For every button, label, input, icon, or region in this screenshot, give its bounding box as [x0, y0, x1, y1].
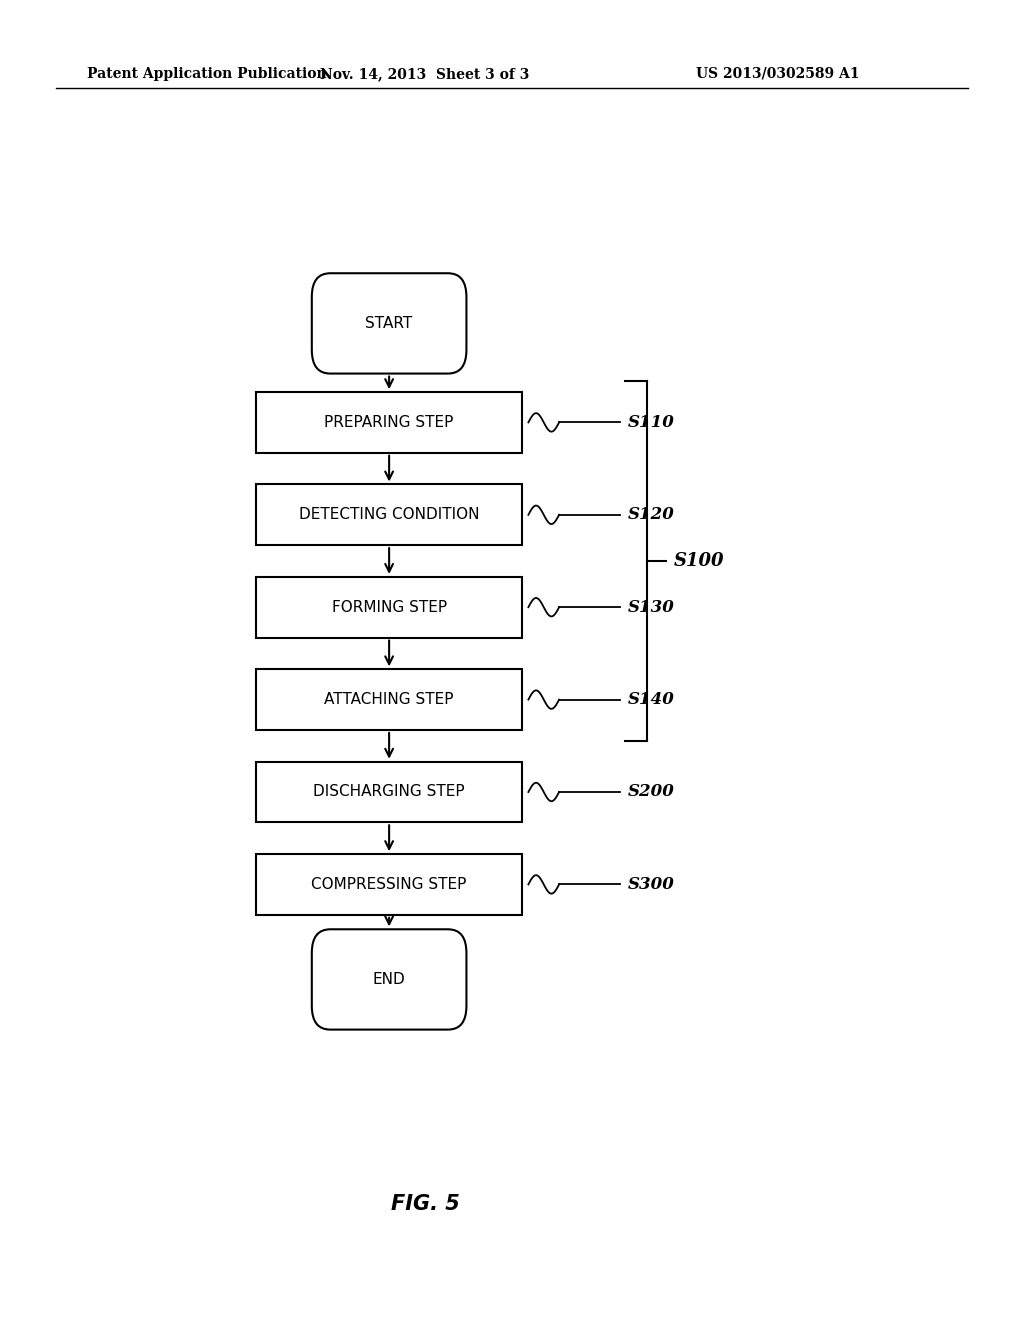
FancyBboxPatch shape — [256, 762, 522, 822]
Text: S200: S200 — [628, 784, 675, 800]
FancyBboxPatch shape — [311, 929, 467, 1030]
Text: PREPARING STEP: PREPARING STEP — [325, 414, 454, 430]
Text: COMPRESSING STEP: COMPRESSING STEP — [311, 876, 467, 892]
Text: S130: S130 — [628, 599, 675, 615]
FancyBboxPatch shape — [311, 273, 467, 374]
FancyBboxPatch shape — [256, 854, 522, 915]
FancyBboxPatch shape — [256, 484, 522, 545]
Text: Nov. 14, 2013  Sheet 3 of 3: Nov. 14, 2013 Sheet 3 of 3 — [321, 67, 529, 81]
Text: Patent Application Publication: Patent Application Publication — [87, 67, 327, 81]
FancyBboxPatch shape — [256, 392, 522, 453]
Text: S110: S110 — [628, 414, 675, 430]
Text: S140: S140 — [628, 692, 675, 708]
Text: US 2013/0302589 A1: US 2013/0302589 A1 — [696, 67, 860, 81]
Text: ATTACHING STEP: ATTACHING STEP — [325, 692, 454, 708]
Text: S120: S120 — [628, 507, 675, 523]
Text: END: END — [373, 972, 406, 987]
Text: S300: S300 — [628, 876, 675, 892]
Text: S100: S100 — [674, 552, 724, 570]
FancyBboxPatch shape — [256, 577, 522, 638]
Text: DISCHARGING STEP: DISCHARGING STEP — [313, 784, 465, 800]
FancyBboxPatch shape — [256, 669, 522, 730]
Text: DETECTING CONDITION: DETECTING CONDITION — [299, 507, 479, 523]
Text: FIG. 5: FIG. 5 — [390, 1193, 460, 1214]
Text: FORMING STEP: FORMING STEP — [332, 599, 446, 615]
Text: START: START — [366, 315, 413, 331]
